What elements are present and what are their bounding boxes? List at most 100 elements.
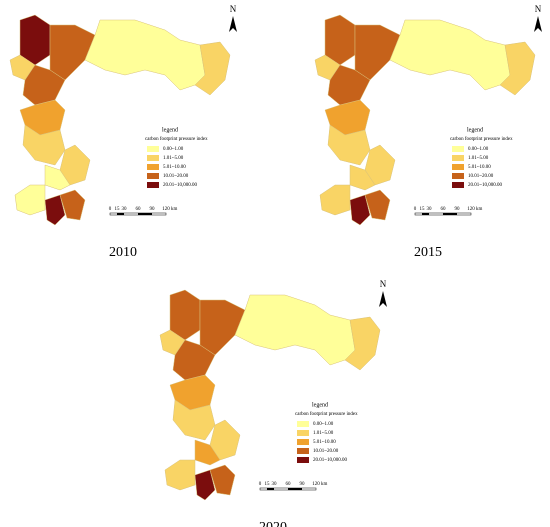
legend-label: 10.01~20.00 — [468, 174, 494, 179]
region — [22, 124, 66, 166]
legend-swatch — [452, 182, 464, 188]
region — [44, 164, 71, 191]
legend-title: legend — [162, 127, 178, 133]
north-arrow — [379, 291, 387, 307]
region — [49, 24, 96, 81]
region — [349, 164, 376, 191]
scale-bar-fill — [138, 213, 152, 215]
legend-swatch — [147, 164, 159, 170]
scale-label: 30 — [272, 482, 278, 487]
region — [194, 41, 231, 96]
legend-title: legend — [312, 402, 328, 408]
legend-label: 1.01~5.00 — [163, 156, 184, 161]
legend-swatch — [297, 421, 309, 427]
scale-label: 120 — [162, 207, 170, 212]
scale-label: 15 — [115, 207, 121, 212]
legend-label: 20.01~10,000.00 — [313, 458, 347, 463]
legend-label: 0.00~1.00 — [313, 422, 334, 427]
region — [19, 14, 51, 66]
region — [172, 399, 216, 441]
region — [84, 19, 206, 91]
year-label: 2020 — [259, 520, 287, 527]
region — [234, 294, 356, 366]
scale-label: 90 — [455, 207, 461, 212]
legend-swatch — [147, 146, 159, 152]
legend-swatch — [147, 182, 159, 188]
legend-label: 5.01~10.00 — [313, 440, 336, 445]
region — [319, 184, 351, 216]
scale-unit: km — [476, 207, 483, 212]
north-arrow — [229, 16, 237, 32]
scale-label: 120 — [312, 482, 320, 487]
legend-subtitle: carbon footprint pressure index — [295, 412, 358, 417]
legend-label: 20.01~10,000.00 — [468, 183, 502, 188]
region — [327, 124, 371, 166]
region — [172, 339, 216, 381]
legend-swatch — [452, 155, 464, 161]
north-arrow — [534, 16, 542, 32]
legend-swatch — [297, 457, 309, 463]
legend-swatch — [147, 155, 159, 161]
scale-label: 60 — [136, 207, 142, 212]
scale-label: 0 — [259, 482, 262, 487]
legend-swatch — [297, 448, 309, 454]
region — [324, 14, 356, 66]
scale-label: 90 — [150, 207, 156, 212]
legend-label: 10.01~20.00 — [313, 449, 339, 454]
scale-bar-fill — [117, 213, 124, 215]
scale-label: 120 — [467, 207, 475, 212]
scale-label: 90 — [300, 482, 306, 487]
region — [349, 194, 371, 226]
north-label: N — [230, 4, 237, 14]
scale-unit: km — [321, 482, 328, 487]
region — [209, 464, 236, 496]
legend-swatch — [452, 173, 464, 179]
scale-bar-fill — [267, 488, 274, 490]
region — [389, 19, 511, 91]
north-label: N — [535, 4, 542, 14]
scale-bar-fill — [422, 213, 429, 215]
scale-label: 0 — [109, 207, 112, 212]
legend-swatch — [452, 146, 464, 152]
scale-label: 0 — [414, 207, 417, 212]
legend-label: 5.01~10.00 — [163, 165, 186, 170]
region — [14, 184, 46, 216]
scale-label: 30 — [427, 207, 433, 212]
region — [169, 289, 201, 341]
legend-swatch — [452, 164, 464, 170]
scale-label: 15 — [265, 482, 271, 487]
region — [499, 41, 536, 96]
legend-subtitle: carbon footprint pressure index — [450, 137, 513, 142]
region — [164, 459, 196, 491]
scale-bar-fill — [288, 488, 302, 490]
legend-label: 10.01~20.00 — [163, 174, 189, 179]
scale-unit: km — [171, 207, 178, 212]
scale-label: 30 — [122, 207, 128, 212]
region — [59, 189, 86, 221]
year-label: 2015 — [414, 245, 442, 260]
region — [199, 299, 246, 356]
region — [194, 469, 216, 501]
legend-swatch — [297, 430, 309, 436]
region — [364, 189, 391, 221]
legend-label: 0.00~1.00 — [163, 147, 184, 152]
region — [354, 24, 401, 81]
legend-title: legend — [467, 127, 483, 133]
legend-subtitle: carbon footprint pressure index — [145, 137, 208, 142]
legend-label: 0.00~1.00 — [468, 147, 489, 152]
region — [22, 64, 66, 106]
legend-label: 1.01~5.00 — [468, 156, 489, 161]
scale-label: 60 — [286, 482, 292, 487]
region — [44, 194, 66, 226]
scale-label: 15 — [420, 207, 426, 212]
legend-label: 5.01~10.00 — [468, 165, 491, 170]
scale-label: 60 — [441, 207, 447, 212]
legend-swatch — [147, 173, 159, 179]
legend-label: 1.01~5.00 — [313, 431, 334, 436]
year-label: 2010 — [109, 245, 137, 260]
scale-bar-fill — [443, 213, 457, 215]
legend-swatch — [297, 439, 309, 445]
